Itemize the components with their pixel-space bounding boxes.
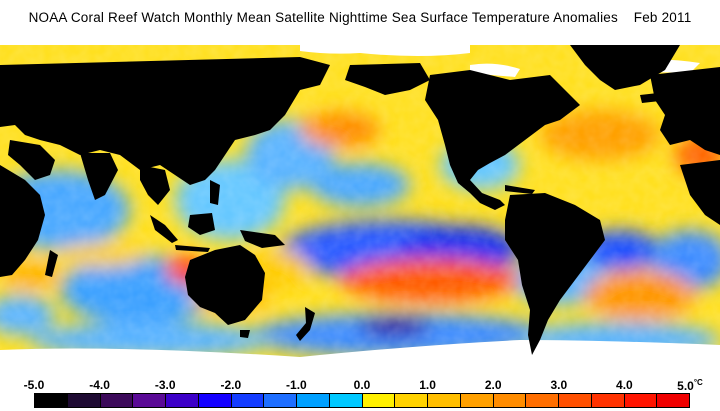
colorbar-swatch bbox=[591, 394, 625, 407]
philippines bbox=[210, 180, 220, 205]
date-label: Feb 2011 bbox=[633, 10, 692, 25]
new-guinea bbox=[240, 230, 285, 248]
madagascar bbox=[45, 250, 58, 277]
new-zealand bbox=[296, 307, 315, 341]
colorbar-swatch bbox=[133, 394, 166, 407]
colorbar-swatch bbox=[67, 394, 101, 407]
colorbar-swatch bbox=[657, 394, 689, 407]
africa-west bbox=[680, 160, 720, 225]
colorbar-tick-label: -5.0 bbox=[23, 378, 45, 392]
japan bbox=[233, 105, 255, 137]
colorbar-swatch bbox=[428, 394, 461, 407]
java bbox=[175, 245, 210, 252]
colorbar-tick-label: -2.0 bbox=[220, 378, 242, 392]
colorbar-tick-label: 4.0 bbox=[616, 378, 633, 392]
arabian-peninsula bbox=[8, 140, 55, 180]
colorbar-tick-labels: -5.0 -4.0 -3.0 -2.0 -1.0 0.0 1.0 2.0 3.0 4.0 5.0°C bbox=[0, 378, 720, 393]
borneo bbox=[188, 213, 215, 235]
colorbar-swatch bbox=[624, 394, 658, 407]
colorbar-tick-label: -1.0 bbox=[286, 378, 307, 392]
colorbar-tick-label: 2.0 bbox=[484, 378, 502, 392]
india bbox=[80, 153, 118, 200]
colorbar-tick-label: -4.0 bbox=[89, 378, 110, 392]
unit-label: °C bbox=[693, 378, 703, 387]
colorbar-tick-label: 1.0 bbox=[419, 378, 436, 392]
colorbar-swatch bbox=[329, 394, 363, 407]
colorbar-tick-label: 0.0 bbox=[353, 378, 371, 392]
colorbar-swatch bbox=[35, 394, 68, 407]
colorbar-swatch bbox=[198, 394, 232, 407]
world-map bbox=[0, 45, 720, 370]
alaska bbox=[345, 63, 430, 95]
colorbar-swatch bbox=[264, 394, 297, 407]
sumatra bbox=[150, 215, 178, 243]
cuba bbox=[505, 185, 535, 194]
land-masses bbox=[0, 45, 720, 355]
colorbar-swatch bbox=[297, 394, 330, 407]
north-america bbox=[425, 70, 580, 210]
colorbar-swatch bbox=[395, 394, 428, 407]
colorbar-swatch bbox=[493, 394, 527, 407]
title-text: NOAA Coral Reef Watch Monthly Mean Satel… bbox=[28, 10, 618, 25]
colorbar-swatch bbox=[526, 394, 559, 407]
colorbar-swatch bbox=[166, 394, 199, 407]
colorbar-swatch bbox=[559, 394, 592, 407]
south-america bbox=[505, 193, 605, 355]
iceland bbox=[640, 93, 660, 103]
colorbar-swatch bbox=[362, 394, 396, 407]
colorbar-swatch bbox=[100, 394, 134, 407]
colorbar-tick-label: 3.0 bbox=[550, 378, 568, 392]
figure-title: NOAA Coral Reef Watch Monthly Mean Satel… bbox=[0, 10, 720, 25]
tasmania bbox=[240, 330, 250, 338]
colorbar-tick-label: 5.0°C bbox=[677, 378, 703, 393]
europe bbox=[650, 67, 720, 155]
map-canvas bbox=[0, 45, 720, 370]
colorbar bbox=[34, 393, 690, 408]
colorbar-swatch bbox=[231, 394, 265, 407]
colorbar-tick-label: -3.0 bbox=[154, 378, 176, 392]
africa-east bbox=[0, 165, 45, 277]
southeast-asia bbox=[140, 165, 170, 205]
australia bbox=[185, 245, 265, 325]
british-isles bbox=[690, 97, 702, 117]
colorbar-swatch bbox=[460, 394, 494, 407]
greenland bbox=[570, 45, 680, 90]
